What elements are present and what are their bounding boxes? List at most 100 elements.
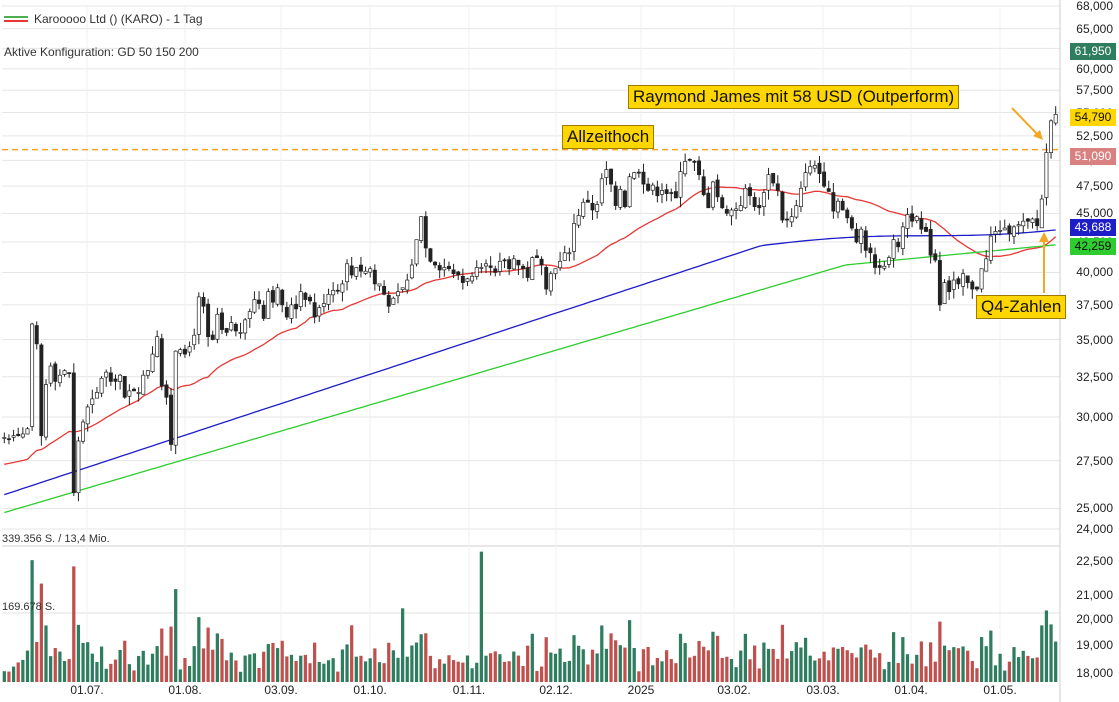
volume-bar <box>498 654 502 682</box>
volume-bar <box>567 660 571 682</box>
volume-bar <box>970 661 974 682</box>
volume-tick-label: 21,000 <box>1076 588 1113 602</box>
volume-bar <box>396 657 400 682</box>
candle-body <box>340 283 345 293</box>
candle-body <box>896 241 901 248</box>
volume-bar <box>428 655 433 682</box>
volume-bar <box>817 658 822 682</box>
volume-bar <box>211 649 215 682</box>
candle-body <box>553 268 558 275</box>
volume-bar <box>234 660 238 682</box>
arrow-head-icon <box>1033 130 1043 140</box>
volume-bar <box>1040 625 1044 682</box>
volume-bar <box>206 627 210 682</box>
candle-body <box>113 378 118 382</box>
y-tick-label: 45,000 <box>1076 206 1113 221</box>
volume-bar <box>859 647 863 682</box>
volume-bar <box>919 641 923 682</box>
candle-body <box>206 303 211 338</box>
volume-bar <box>563 661 567 682</box>
candle-body <box>275 287 280 305</box>
price-tag-top: 61,950 <box>1070 43 1116 60</box>
volume-bar <box>215 633 219 682</box>
candle-body <box>451 269 456 275</box>
volume-bar <box>76 624 81 682</box>
candle-body <box>516 259 521 266</box>
volume-bar <box>905 654 910 682</box>
volume-bar <box>62 661 67 682</box>
candle-body <box>905 214 910 229</box>
volume-bar <box>113 659 118 682</box>
candle-body <box>710 181 715 208</box>
volume-bar <box>910 663 914 682</box>
volume-bar <box>299 655 303 682</box>
volume-bar <box>558 648 562 682</box>
volume-max-label: 339.356 S. / 13,4 Mio. <box>2 533 110 545</box>
candle-body <box>488 265 493 268</box>
volume-bar <box>794 642 798 682</box>
volume-bar <box>729 659 734 682</box>
candle-body <box>622 190 627 208</box>
candle-body <box>363 270 368 274</box>
volume-bar <box>683 643 687 682</box>
volume-bar <box>553 653 558 682</box>
candle-body <box>1044 152 1049 198</box>
price-tag-sma150: 43,688 <box>1070 219 1116 236</box>
candle-body <box>39 344 44 437</box>
candle-body <box>511 258 516 270</box>
volume-bar <box>975 668 979 682</box>
candle-body <box>169 394 174 445</box>
volume-bar <box>539 666 544 682</box>
candle-body <box>372 269 377 285</box>
volume-bar <box>229 652 233 682</box>
candle-body <box>62 370 67 375</box>
candle-body <box>220 312 224 330</box>
volume-bar <box>641 649 646 682</box>
volume-bar <box>331 658 335 682</box>
y-tick-label: 60,000 <box>1076 61 1113 76</box>
candle-body <box>974 286 979 290</box>
volume-bar <box>456 661 460 682</box>
candle-body <box>984 258 989 272</box>
candle-body <box>433 261 438 266</box>
candle-body <box>748 187 752 197</box>
volume-bar <box>873 657 877 682</box>
y-tick-label: 24,000 <box>1076 522 1113 536</box>
candle-body <box>664 189 669 194</box>
volume-tick-label: 22,500 <box>1076 554 1113 568</box>
volume-bar <box>484 655 488 682</box>
candle-body <box>16 433 21 437</box>
volume-bar <box>868 649 873 682</box>
volume-bar <box>688 657 692 682</box>
annotation-raymond-james: Raymond James mit 58 USD (Outperform) <box>628 85 960 109</box>
candle-body <box>831 192 836 212</box>
volume-bar <box>257 668 261 682</box>
candle-body <box>604 169 609 178</box>
candle-body <box>521 265 526 270</box>
volume-bar <box>808 655 812 682</box>
volume-bar <box>183 658 187 682</box>
arrow-head-icon <box>1039 232 1049 242</box>
candle-body <box>919 218 924 230</box>
x-tick-label: 01.07. <box>70 683 104 697</box>
candle-body <box>988 235 993 261</box>
volume-bar <box>266 644 270 682</box>
volume-bar <box>447 655 451 682</box>
candle-body <box>534 255 539 258</box>
candle-body <box>979 268 984 290</box>
volume-bar <box>313 642 317 682</box>
candle-body <box>567 252 572 255</box>
volume-bar <box>350 625 354 682</box>
volume-bar <box>382 663 386 682</box>
price-tag-last: 54,790 <box>1070 109 1116 126</box>
volume-bar <box>669 659 673 682</box>
candle-body <box>493 268 498 273</box>
volume-bar <box>989 630 993 682</box>
volume-bar <box>377 662 382 682</box>
volume-bar <box>58 651 62 682</box>
candle-body <box>1012 226 1016 237</box>
volume-bar <box>322 663 326 682</box>
volume-bar <box>16 662 20 682</box>
candle-body <box>303 292 308 300</box>
candle-body <box>25 428 30 435</box>
